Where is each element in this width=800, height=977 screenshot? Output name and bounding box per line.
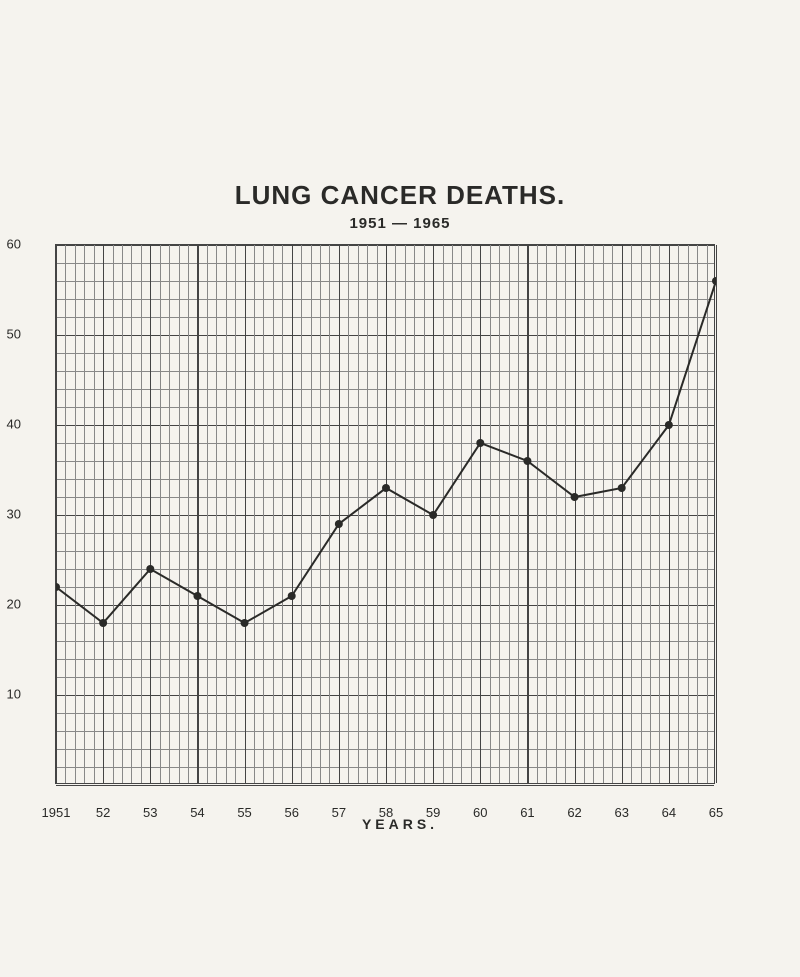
x-tick-label: 54 — [190, 805, 204, 820]
x-tick-label: 56 — [284, 805, 298, 820]
x-tick-label: 57 — [332, 805, 346, 820]
x-tick-label: 64 — [662, 805, 676, 820]
x-tick-label: 61 — [520, 805, 534, 820]
x-tick-label: 55 — [237, 805, 251, 820]
x-tick-label: 63 — [614, 805, 628, 820]
y-tick-label: 30 — [7, 507, 21, 522]
chart-subtitle: 1951 — 1965 — [0, 215, 800, 232]
x-tick-label: 53 — [143, 805, 157, 820]
y-tick-label: 60 — [7, 237, 21, 252]
plot-region: 19515253545556575859606162636465 — [55, 244, 715, 784]
x-tick-label: 58 — [379, 805, 393, 820]
y-tick-label: 10 — [7, 687, 21, 702]
page: LUNG CANCER DEATHS. 1951 — 1965 NUMBER O… — [0, 0, 800, 977]
data-line — [56, 245, 716, 785]
x-tick-label: 1951 — [42, 805, 71, 820]
x-tick-label: 60 — [473, 805, 487, 820]
y-tick-label: 40 — [7, 417, 21, 432]
y-tick-label: 50 — [7, 327, 21, 342]
x-tick-label: 62 — [567, 805, 581, 820]
chart-title: LUNG CANCER DEATHS. — [0, 180, 800, 211]
x-tick-label: 52 — [96, 805, 110, 820]
x-tick-label: 59 — [426, 805, 440, 820]
y-tick-label: 20 — [7, 597, 21, 612]
chart-area: NUMBER OF DEATHS. 102030405060 195152535… — [55, 244, 745, 832]
x-axis-label: YEARS. — [55, 816, 745, 832]
x-tick-label: 65 — [709, 805, 723, 820]
